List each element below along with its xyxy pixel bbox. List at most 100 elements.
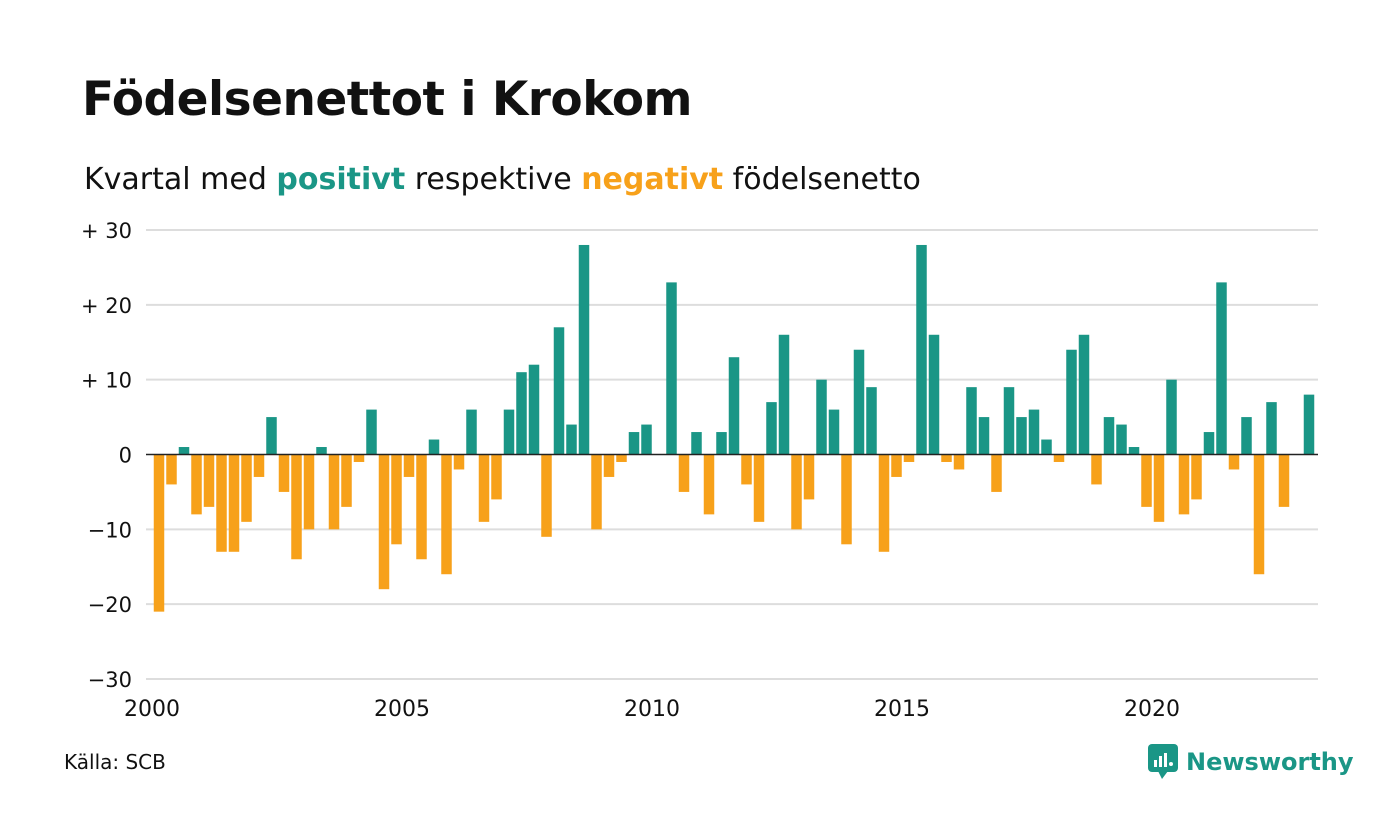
brand-logo: Newsworthy	[1148, 742, 1354, 782]
bar-negative	[891, 454, 902, 477]
bar-negative	[1278, 454, 1290, 507]
bar-negative	[1141, 454, 1152, 507]
bar-positive	[766, 402, 777, 455]
y-tick-label: −30	[88, 668, 132, 692]
bar-positive	[1016, 417, 1027, 455]
bar-positive	[553, 327, 565, 455]
bar-positive	[853, 349, 865, 455]
y-tick-label: + 20	[81, 294, 132, 318]
bar-positive	[1266, 402, 1277, 455]
bar-negative	[1153, 454, 1165, 522]
y-axis-tick-labels: + 30 + 20 + 10 0 −10 −20 −30	[81, 219, 132, 692]
bar-positive	[1041, 439, 1052, 455]
bar-positive	[628, 432, 640, 455]
bar-negative	[391, 454, 402, 545]
bar-negative	[953, 454, 965, 470]
bar-negative	[228, 454, 240, 552]
bar-positive	[578, 244, 590, 455]
x-tick-label: 2000	[124, 697, 180, 722]
bar-negative	[616, 454, 627, 462]
bar-positive	[1116, 424, 1127, 455]
bar-positive	[1003, 387, 1015, 455]
chart-title: Födelsenettot i Krokom	[82, 72, 692, 127]
x-tick-label: 2010	[624, 697, 680, 722]
bar-negative	[253, 454, 265, 477]
bar-positive	[266, 417, 277, 455]
bar-positive	[366, 409, 377, 455]
x-tick-label: 2015	[874, 697, 930, 722]
bar-negative	[341, 454, 352, 507]
y-tick-label: + 10	[81, 369, 132, 393]
bar-negative	[741, 454, 752, 485]
bar-positive	[666, 282, 677, 455]
bar-negative	[991, 454, 1002, 492]
y-tick-label: 0	[119, 444, 132, 468]
bar-negative	[328, 454, 340, 530]
subtitle-negative-word: negativt	[581, 162, 724, 197]
bar-positive	[816, 379, 827, 455]
bar-negative	[353, 454, 365, 462]
bar-negative	[291, 454, 302, 560]
bar-positive	[691, 432, 702, 455]
bar-positive	[916, 244, 927, 455]
bar-negative	[541, 454, 552, 537]
bar-positive	[1128, 447, 1140, 455]
brand-name: Newsworthy	[1186, 748, 1354, 776]
bar-negative	[903, 454, 915, 462]
bar-positive	[978, 417, 990, 455]
bar-negative	[1253, 454, 1265, 575]
bar-negative	[241, 454, 252, 522]
bar-negative	[166, 454, 177, 485]
bar-negative	[878, 454, 890, 552]
bar-positive	[1303, 394, 1315, 455]
bar-negative	[1228, 454, 1240, 470]
bar-positive	[1203, 432, 1215, 455]
bar-positive	[1078, 334, 1090, 455]
bar-positive	[316, 447, 327, 455]
bar-positive	[566, 424, 577, 455]
x-tick-label: 2020	[1124, 697, 1180, 722]
bar-negative	[603, 454, 615, 477]
bar-negative	[678, 454, 690, 492]
subtitle-prefix: Kvartal med	[84, 162, 277, 197]
bar-negative	[791, 454, 802, 530]
bar-negative	[941, 454, 952, 462]
bar-positive	[716, 432, 727, 455]
bar-negative	[378, 454, 390, 590]
bar-negative	[1091, 454, 1102, 485]
bar-positive	[966, 387, 977, 455]
bar-positive	[178, 447, 190, 455]
bar-positive	[1028, 409, 1040, 455]
bar-positive	[528, 364, 540, 455]
bar-negative	[403, 454, 415, 477]
bar-positive	[641, 424, 652, 455]
bar-negative	[1191, 454, 1202, 500]
x-axis-tick-labels: 2000 2005 2010 2015 2020	[124, 697, 1180, 722]
bar-positive	[516, 372, 527, 455]
x-tick-label: 2005	[374, 697, 430, 722]
bar-negative	[753, 454, 765, 522]
bar-negative	[416, 454, 427, 560]
chart-subtitle: Kvartal med positivt respektive negativt…	[84, 162, 921, 197]
bar-positive	[928, 334, 940, 455]
bar-negative	[1053, 454, 1065, 462]
subtitle-suffix: födelsenetto	[723, 162, 921, 197]
bar-positive	[1216, 282, 1227, 455]
bar-negative	[703, 454, 715, 515]
bar-negative	[453, 454, 465, 470]
bar-positive	[428, 439, 440, 455]
bar-positive	[778, 334, 790, 455]
bar-negative	[441, 454, 452, 575]
bar-negative	[203, 454, 215, 507]
bar-negative	[491, 454, 502, 500]
bar-negative	[803, 454, 815, 500]
bar-positive	[828, 409, 840, 455]
newsworthy-logo-icon	[1148, 744, 1178, 779]
subtitle-middle: respektive	[405, 162, 582, 197]
subtitle-positive-word: positivt	[276, 162, 406, 197]
bar-positive	[503, 409, 515, 455]
y-tick-label: −20	[88, 593, 132, 617]
y-tick-label: −10	[88, 518, 132, 542]
bar-positive	[866, 387, 877, 455]
y-tick-label: + 30	[81, 219, 132, 243]
